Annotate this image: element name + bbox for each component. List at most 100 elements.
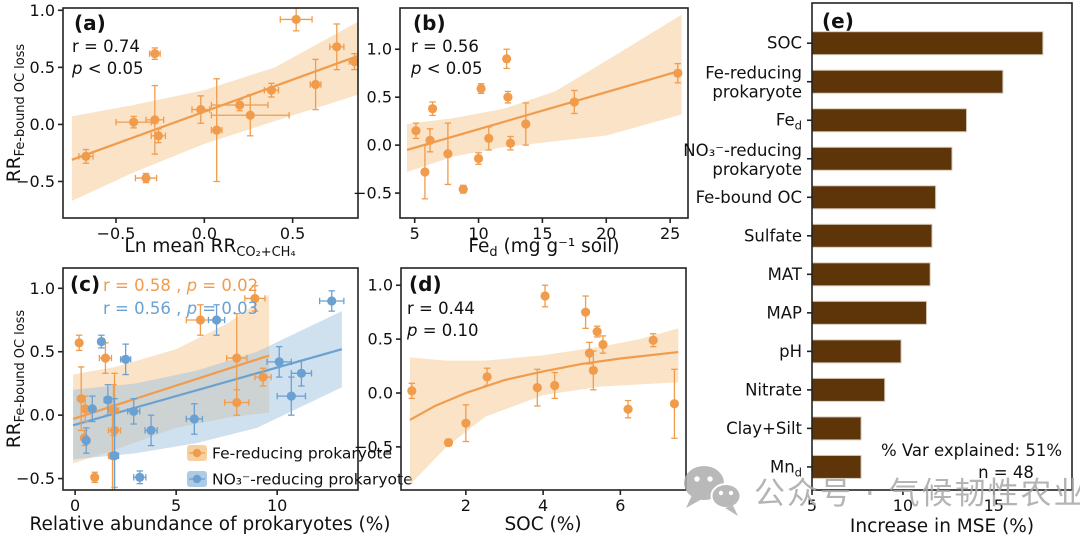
mse-annotation: n = 48 [978,463,1034,482]
legend-point [192,448,202,458]
data-point-group [476,83,486,94]
data-point [141,173,151,183]
data-point [588,365,598,375]
data-point-group [90,471,100,484]
data-point [425,135,435,145]
x-tick-label: 5 [171,496,181,515]
data-point-group [425,128,435,153]
data-point-group [210,78,223,183]
data-point-group [148,47,161,61]
data-point-group [290,359,313,387]
bar-category-label: Sulfate [744,226,802,245]
data-point [258,372,268,382]
data-point [473,153,484,164]
panel-label: (c) [70,272,100,296]
data-point-group [150,128,167,144]
data-point-group [648,333,658,348]
plot-frame [811,2,1073,491]
y-tick-label: −0.5 [353,184,392,203]
data-point-group [484,126,494,151]
data-point [129,117,139,127]
legend-item: Fe-reducing prokaryote [187,445,392,463]
data-point-group [329,23,345,71]
data-point [80,404,90,414]
data-point-group [521,102,531,146]
data-point [521,119,531,129]
stat-annotation: r = 0.56 [411,37,479,56]
bar-category-label: Fe-bound OC [696,188,802,207]
data-point-group [207,304,226,336]
confidence-band [407,14,682,172]
data-point [592,326,602,337]
legend-label: NO₃⁻-reducing prokaryote [212,471,413,489]
x-tick-label: −0.5 [97,224,136,243]
data-point [135,472,145,482]
plot-frame [62,7,359,219]
bar-category-label: MAP [767,303,803,322]
data-point-group [540,284,550,308]
data-point-group [411,122,421,140]
data-point [274,357,284,367]
data-point-group [87,395,97,423]
bar-category-label: Fed [776,111,802,133]
data-point [623,404,633,414]
y-tick-label: 1.0 [30,279,55,298]
data-point-group [502,48,512,70]
data-point-group [80,395,90,423]
data-point-group [81,427,91,454]
data-point-group [115,115,152,129]
x-tick-label: 5 [807,496,817,515]
data-point [266,85,277,95]
y-tick-label: −0.5 [16,469,55,488]
data-point-group [550,371,560,400]
data-point [212,125,222,135]
bar [811,31,1044,56]
data-point [407,386,417,396]
bar-category-label: Clay+Silt [726,419,802,438]
x-axis-title: Fed (mg g⁻¹ soil) [468,236,619,260]
trend-line [71,54,358,161]
x-axis-title: Relative abundance of prokaryotes (%) [30,514,391,535]
confidence-band [73,311,342,460]
trend-line [72,348,343,427]
bar [811,108,968,133]
bar-category-label: SOC [767,34,802,53]
data-point [550,380,560,391]
bar-category-label: prokaryote [712,83,802,102]
data-point [235,100,245,110]
data-point [296,368,307,378]
data-point-group [505,135,516,151]
data-point-group [266,346,292,378]
panel-label: (e) [822,9,854,33]
x-tick-label: 0.0 [192,224,217,243]
y-tick-label: 1.0 [368,276,393,295]
data-point [150,115,160,125]
data-point-group [191,95,211,124]
y-tick-label: −0.5 [354,437,393,456]
data-point [189,414,199,424]
wechat-icon [684,466,742,516]
data-point [76,394,86,404]
panel-d: 2 4 6 1.0 0.5 0.0 −0.5 (d) r = 0.44 p = 0.10 SOC (… [354,267,687,535]
y-tick-label: 0.5 [30,58,55,77]
x-axis-title: SOC (%) [504,514,581,535]
data-point [250,293,260,304]
data-point [332,42,342,52]
y-tick-label: 1.0 [30,1,55,20]
data-point-group [98,342,113,374]
data-point [311,79,321,90]
data-point [427,104,438,114]
data-point-group [103,384,113,416]
data-point [540,291,550,301]
data-point [81,151,91,161]
x-tick-label: 25 [660,224,680,243]
data-point [108,405,119,415]
confidence-band [409,328,679,485]
data-point-group [276,376,307,416]
y-tick-label: 0.0 [368,384,393,403]
data-point-group [109,398,120,490]
data-point [327,296,337,306]
data-point [211,315,222,325]
data-point [291,14,301,25]
